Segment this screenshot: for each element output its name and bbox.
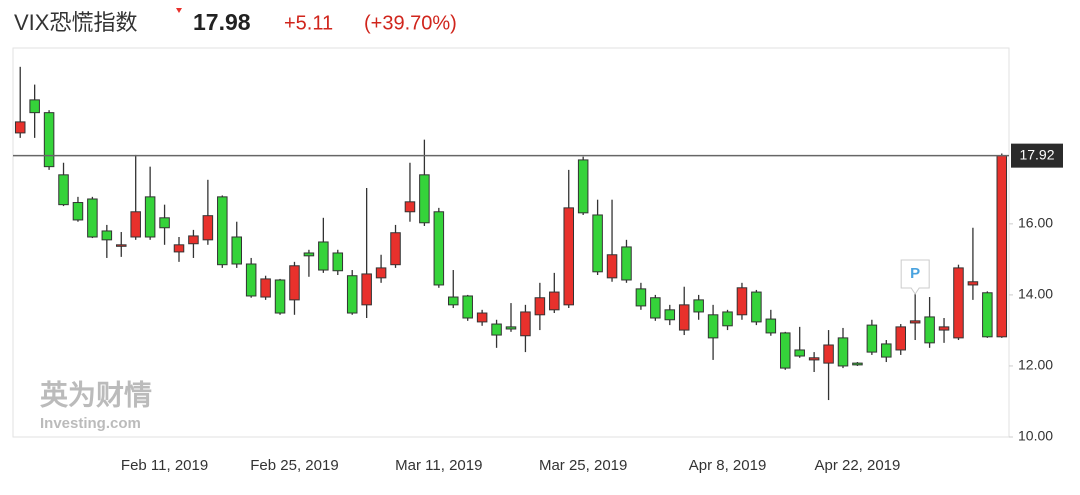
candle-body (837, 337, 849, 367)
watermark: Investing.com (40, 415, 141, 432)
candle-body (346, 275, 358, 314)
candle-body (202, 215, 214, 241)
marker-label: P (910, 265, 920, 282)
candle-body (924, 316, 935, 344)
candle-body (332, 252, 344, 272)
x-tick-label: Apr 8, 2019 (689, 457, 767, 474)
candle-body (101, 230, 113, 241)
price: 17.98 (193, 9, 251, 35)
candle-body (563, 207, 575, 306)
candle-body (419, 174, 430, 224)
candle-body (217, 196, 228, 266)
candle-body (433, 211, 445, 286)
candle-body (29, 99, 40, 114)
candle-body (707, 314, 719, 339)
candle-body (693, 299, 704, 313)
candle-body (938, 326, 950, 331)
candle-body (231, 236, 243, 265)
candle-body (794, 349, 805, 357)
candle-body (390, 232, 401, 266)
candle-body (967, 281, 979, 286)
last-price-box (1011, 143, 1063, 168)
candle-body (953, 267, 964, 339)
candle-body (14, 121, 26, 134)
candle-body (852, 362, 863, 366)
y-tick-label: 14.00 (1018, 286, 1053, 302)
candle-body (87, 198, 98, 238)
candle-body (808, 357, 820, 361)
candle-body (621, 246, 632, 281)
candle-body (130, 211, 141, 238)
y-tick-label: 16.00 (1018, 215, 1053, 231)
candle-body (823, 344, 834, 364)
candle-body (72, 202, 84, 221)
flag-icon (176, 8, 182, 13)
candle-body (476, 312, 488, 323)
candle-body (534, 297, 546, 316)
candle-body (592, 214, 603, 273)
candle-body (549, 291, 560, 311)
candle-body (909, 320, 921, 324)
candle-body (260, 278, 271, 298)
candle-body (866, 324, 878, 353)
x-tick-label: Mar 25, 2019 (539, 457, 627, 474)
candle-body (115, 244, 127, 247)
candle-body (779, 332, 791, 369)
candle-body (447, 296, 459, 306)
candle-body (736, 287, 748, 316)
y-tick-label: 10.00 (1018, 428, 1053, 444)
candle-body (303, 252, 315, 257)
candle-body (722, 311, 733, 327)
plot-frame (12, 47, 1010, 438)
last-price-label: 17.92 (1019, 146, 1054, 162)
candle-body (144, 196, 156, 238)
candle-body (606, 254, 618, 279)
candle-body (404, 201, 416, 213)
x-tick-label: Mar 11, 2019 (395, 457, 482, 474)
candle-body (982, 292, 993, 338)
candle-body (491, 323, 502, 336)
candle-body (751, 291, 762, 323)
candle-body (173, 244, 185, 253)
x-tick-label: Feb 25, 2019 (250, 457, 338, 474)
candle-body (58, 174, 69, 206)
candle-body (635, 288, 647, 307)
candle-body (361, 273, 372, 306)
x-tick-label: Apr 22, 2019 (814, 457, 900, 474)
watermark: 英为财情 (40, 379, 152, 410)
candle-body (462, 295, 473, 319)
candle-body (43, 112, 55, 168)
y-tick-label: 12.00 (1018, 357, 1053, 373)
candle-body (895, 326, 907, 351)
candle-body (188, 235, 199, 245)
candle-body (375, 267, 387, 279)
change: +5.11 (284, 12, 333, 34)
change-pct: (+39.70%) (364, 12, 457, 34)
candle-body (520, 311, 531, 337)
candle-body (274, 279, 286, 314)
candle-body (881, 343, 892, 358)
marker-pin (900, 259, 930, 295)
candle-body (289, 265, 300, 301)
candle-body (577, 159, 589, 214)
candle-body (678, 304, 690, 331)
candle-body (159, 217, 170, 229)
candle-body (245, 263, 257, 297)
candle-body (765, 318, 777, 334)
candle-body (505, 326, 517, 330)
candle-body (996, 155, 1008, 338)
candle-body (650, 297, 661, 319)
x-tick-label: Feb 11, 2019 (121, 457, 208, 474)
candle-body (318, 241, 329, 271)
candle-body (664, 309, 676, 321)
index-name: VIX恐慌指数 (14, 10, 137, 35)
